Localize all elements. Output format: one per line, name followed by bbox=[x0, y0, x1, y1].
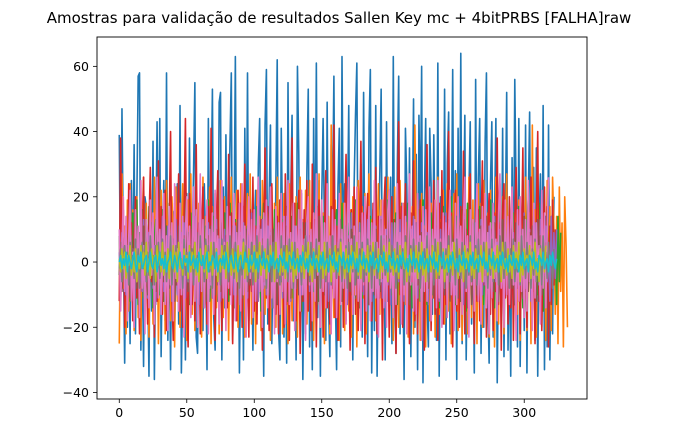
y-tick-label: 40 bbox=[73, 124, 89, 139]
series-line-7 bbox=[118, 173, 550, 342]
series-line-10 bbox=[118, 251, 558, 273]
y-tick-label: 60 bbox=[73, 59, 89, 74]
x-tick-label: 100 bbox=[242, 405, 266, 420]
x-tick-label: 50 bbox=[179, 405, 195, 420]
x-tick-label: 250 bbox=[445, 405, 469, 420]
y-axis: −40 −20 0 20 40 60 bbox=[63, 59, 97, 400]
plot-frame bbox=[96, 36, 588, 400]
y-tick-label: −40 bbox=[63, 385, 89, 400]
x-tick-label: 0 bbox=[115, 405, 123, 420]
chart-title: Amostras para validação de resultados Sa… bbox=[47, 9, 632, 27]
x-tick-label: 300 bbox=[512, 405, 536, 420]
y-tick-label: −20 bbox=[63, 320, 89, 335]
x-axis: 0 50 100 150 200 250 300 bbox=[115, 399, 536, 420]
x-tick-label: 200 bbox=[377, 405, 401, 420]
y-tick-label: 0 bbox=[81, 255, 89, 270]
series-layer bbox=[118, 52, 569, 384]
x-tick-label: 150 bbox=[310, 405, 334, 420]
y-tick-label: 20 bbox=[73, 189, 89, 204]
